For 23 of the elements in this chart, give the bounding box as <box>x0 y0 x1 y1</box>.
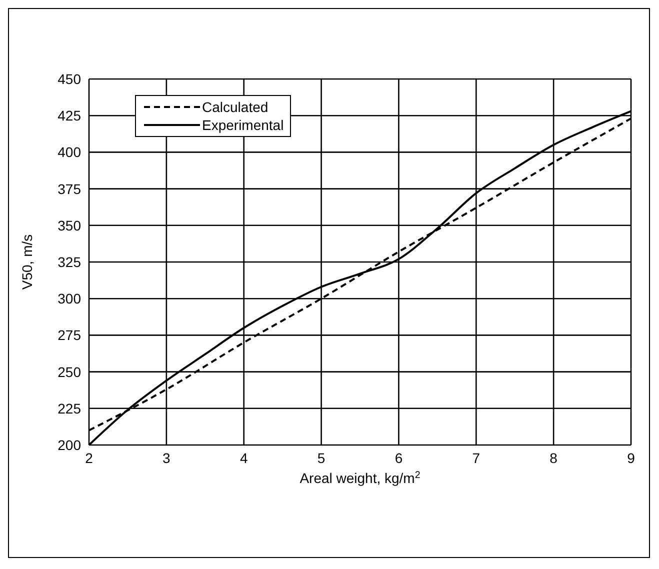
x-tick-label: 2 <box>85 450 94 466</box>
x-axis-title: Areal weight, kg/m$^{2}$ <box>300 470 420 486</box>
x-tick-label: 5 <box>317 450 326 466</box>
legend-label: Experimental <box>202 116 284 134</box>
x-tick-label: 4 <box>240 450 248 466</box>
x-tick-label: 7 <box>472 450 480 466</box>
x-tick-label: 3 <box>162 450 171 466</box>
y-tick-label: 425 <box>58 108 82 124</box>
y-tick-label: 325 <box>58 254 82 270</box>
x-tick-label: 9 <box>627 450 636 466</box>
y-tick-label: 350 <box>58 217 82 234</box>
y-tick-label: 200 <box>58 436 82 453</box>
y-tick-label: 225 <box>58 400 82 416</box>
y-tick-label: 250 <box>58 364 82 380</box>
y-tick-label: 275 <box>58 327 82 344</box>
y-axis-title: V50, m/s <box>19 234 35 290</box>
legend-label: Calculated <box>202 98 268 116</box>
x-tick-label: 8 <box>550 450 558 466</box>
y-tick-label: 375 <box>58 180 82 197</box>
y-tick-label: 300 <box>58 290 82 307</box>
x-tick-label: 6 <box>394 450 403 466</box>
y-tick-label: 450 <box>58 70 82 87</box>
y-tick-label: 400 <box>58 144 82 160</box>
